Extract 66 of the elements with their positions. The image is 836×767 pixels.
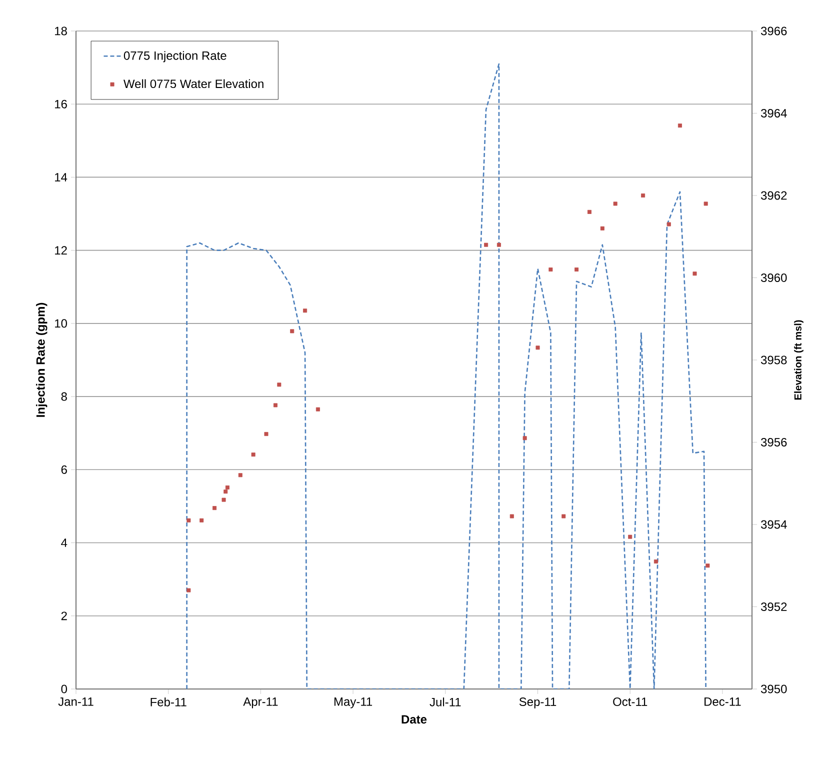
point [186,588,191,592]
y2-tick-label: 3964 [760,108,787,118]
y2-tick-label: 3950 [760,684,787,694]
legend-label: 0775 Injection Rate [124,51,226,62]
point [251,452,256,457]
point [200,518,204,522]
point [704,202,708,206]
point [522,436,527,440]
point [613,202,618,206]
point [666,222,671,226]
x-tick-label: Sep-11 [519,698,556,708]
point [484,242,488,247]
point [224,490,228,494]
point [316,407,320,412]
y-tick-label: 4 [61,538,68,547]
x-tick-label: Oct-11 [613,698,648,706]
point [678,124,682,128]
point [692,272,697,276]
point [303,308,308,313]
point [587,210,592,214]
point [290,329,294,334]
y-tick-label: 10 [55,319,68,328]
point [510,514,514,518]
y-tick-label: 14 [55,173,68,182]
point [496,242,501,247]
y-tick-label: 6 [61,465,67,474]
x-tick-label: Feb-11 [150,698,186,706]
point [548,268,553,272]
y2-tick-label: 3966 [760,26,787,36]
y2-tick-label: 3952 [760,602,787,611]
y-tick-label: 12 [55,246,67,255]
point [706,564,710,568]
y-tick-label: 18 [55,26,67,36]
y-tick-label: 2 [61,612,67,620]
point [273,403,278,408]
y2-tick-label: 3958 [760,356,787,364]
y-tick-label: 16 [55,100,67,108]
point [536,346,540,350]
y2-tick-label: 3960 [760,273,787,282]
point [574,268,579,272]
point [212,506,217,510]
point [222,498,226,502]
point [600,226,604,230]
y-axis-title: Injection Rate (gpm) [36,302,48,417]
y-tick-label: 0 [61,684,68,694]
y2-tick-label: 3962 [760,191,787,200]
y2-tick-label: 3954 [760,520,787,529]
y2-tick-label: 3956 [760,438,787,446]
x-tick-label: Apr-11 [243,698,278,708]
x-tick-label: May-11 [334,698,372,708]
y-tick-label: 8 [61,392,67,401]
x-tick-label: Jul-11 [430,698,461,706]
point [225,485,230,490]
point [277,382,282,387]
x-axis-title: Date [402,715,427,724]
point [264,432,268,436]
y2-axis-title: Elevation (ft msl) [794,320,804,400]
point [186,518,191,522]
point [654,559,658,564]
x-tick-label: Jan-11 [58,698,94,706]
legend-label: Well 0775 Water Elevation [123,79,264,88]
point [628,534,632,539]
x-tick-label: Dec-11 [704,698,741,706]
point [641,193,646,198]
point [238,473,242,478]
point [562,514,566,518]
